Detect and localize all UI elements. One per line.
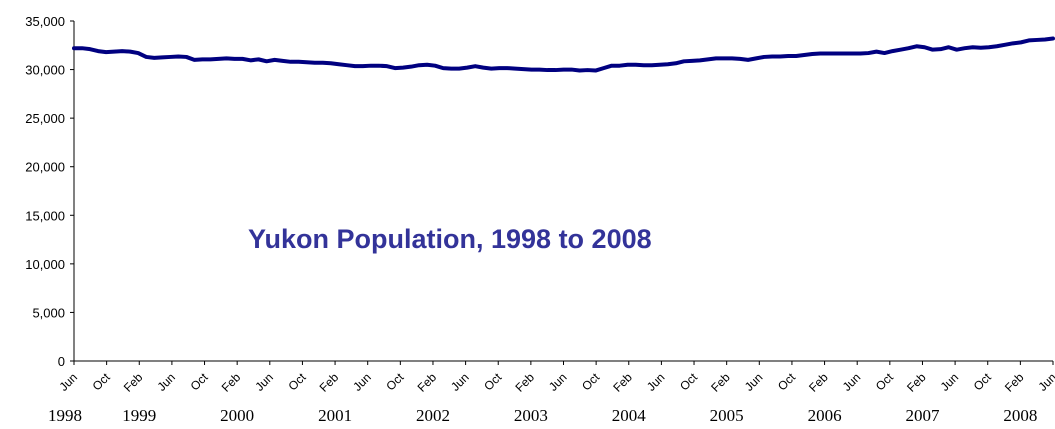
x-tick-label: Jun [57,370,81,394]
x-tick-label: Jun [644,370,668,394]
x-tick-label: Jun [742,370,766,394]
year-label: 2000 [220,406,254,425]
y-tick-label: 10,000 [25,257,65,272]
x-tick-label: Feb [415,370,440,395]
y-tick-label: 5,000 [32,305,65,320]
x-tick-label: Jun [154,370,178,394]
x-tick-label: Feb [806,370,831,395]
x-tick-label: Feb [708,370,733,395]
year-label: 2005 [710,406,744,425]
year-label: 2008 [1003,406,1037,425]
y-tick-label: 25,000 [25,111,65,126]
x-tick-label: Oct [383,370,407,394]
x-tick-label: Oct [677,370,701,394]
year-label: 1999 [122,406,156,425]
x-tick-label: Oct [285,370,309,394]
series-line [72,36,1055,73]
x-tick-label: Oct [775,370,799,394]
x-tick-label: Jun [252,370,276,394]
x-tick-label: Jun [840,370,864,394]
y-tick-label: 30,000 [25,63,65,78]
x-tick-label: Jun [546,370,570,394]
y-tick-label: 0 [58,354,65,369]
x-axis: Jun Oct Feb Jun Oct Feb Jun Oct Feb Jun Oct Feb Jun O… [48,360,1055,425]
x-tick-label: Feb [904,370,929,395]
year-label: 2001 [318,406,352,425]
x-tick-label: Oct [971,370,995,394]
x-tick-label: Jun [938,370,962,394]
year-label: 2002 [416,406,450,425]
year-label: 1998 [48,406,82,425]
y-tick-label: 20,000 [25,160,65,175]
x-tick-label: Feb [512,370,537,395]
chart-title: Yukon Population, 1998 to 2008 [248,224,652,254]
x-tick-label: Oct [873,370,897,394]
x-tick-label: Feb [1002,370,1027,395]
x-tick-label: Oct [579,370,603,394]
x-tick-label: Feb [121,370,146,395]
y-axis: 0 5,000 10,000 15,000 20,000 25,000 30,000 35,0… [25,14,75,369]
x-tick-label: Jun [448,370,472,394]
y-tick-label: 35,000 [25,14,65,29]
year-label: 2004 [612,406,647,425]
series-group [72,36,1055,73]
x-tick-label: Jun [1036,370,1055,394]
year-label: 2006 [808,406,842,425]
x-tick-label: Jun [350,370,374,394]
x-tick-label: Feb [219,370,244,395]
x-tick-label: Feb [317,370,342,395]
year-label: 2007 [905,406,940,425]
x-tick-label: Oct [90,370,114,394]
x-tick-label: Oct [188,370,212,394]
x-tick-label: Feb [610,370,635,395]
year-label: 2003 [514,406,548,425]
x-tick-label: Oct [481,370,505,394]
y-tick-label: 15,000 [25,208,65,223]
